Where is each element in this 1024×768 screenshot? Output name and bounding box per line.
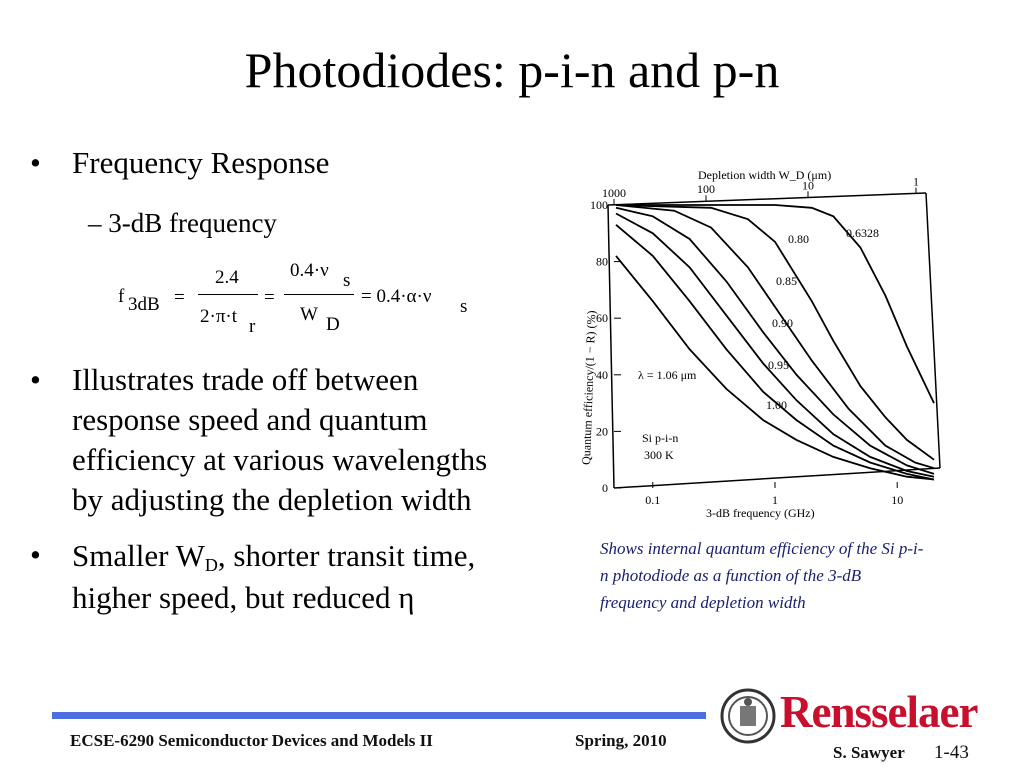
footer-rule bbox=[52, 712, 706, 719]
y-tick-label: 40 bbox=[596, 368, 608, 382]
curve-1.00 bbox=[615, 224, 935, 481]
bullet-line: by adjusting the depletion width bbox=[72, 482, 472, 517]
bullet3-subscript: D bbox=[204, 555, 218, 575]
rensselaer-wordmark: Rensselaer bbox=[780, 687, 978, 737]
curve-label: 0.85 bbox=[776, 274, 797, 288]
curve-0.85 bbox=[615, 204, 935, 470]
y-tick-label: 100 bbox=[590, 198, 608, 212]
y-axis-ticks: 0 20 40 60 80 100 bbox=[590, 198, 621, 495]
bullet-text: Smaller WD, shorter transit time, higher… bbox=[72, 535, 475, 619]
top-tick-label: 1000 bbox=[602, 186, 626, 200]
figure-caption: Shows internal quantum efficiency of the… bbox=[600, 539, 924, 612]
eq-numerator-2: 0.4·ν bbox=[290, 260, 329, 281]
curve-0.6328 bbox=[616, 204, 935, 404]
sub-bullet-text: 3-dB frequency bbox=[108, 208, 277, 238]
curve-label: 0.80 bbox=[788, 232, 809, 246]
efficiency-curves bbox=[615, 204, 935, 481]
y-tick-label: 0 bbox=[602, 481, 608, 495]
bullet-line: efficiency at various wavelengths bbox=[72, 442, 488, 477]
curve-label: 0.90 bbox=[772, 316, 793, 330]
bullet-line: response speed and quantum bbox=[72, 402, 428, 437]
annotation-lambda: λ = 1.06 μm bbox=[638, 368, 697, 382]
eq-numerator-1: 2.4 bbox=[215, 267, 239, 288]
curve-0.95 bbox=[615, 212, 935, 478]
x-tick-label: 10 bbox=[891, 493, 903, 507]
footer-author: S. Sawyer bbox=[833, 743, 905, 762]
eq-equals-1: = bbox=[174, 287, 185, 308]
eq-denominator-2: W bbox=[300, 304, 318, 325]
footer-term: Spring, 2010 bbox=[575, 731, 667, 750]
x-tick-label: 0.1 bbox=[645, 493, 660, 507]
equation-f3db: f 3dB = 2.4 2·π·t r = 0.4·ν s W D = 0.4·… bbox=[118, 256, 498, 337]
top-tick-label: 100 bbox=[697, 182, 715, 196]
curve-0.90 bbox=[615, 206, 935, 475]
bullet-line: higher speed, but reduced η bbox=[72, 580, 415, 615]
curve-1.06 bbox=[615, 255, 935, 481]
top-axis-ticks: 1000 100 10 1 bbox=[602, 175, 919, 205]
bullet-dot: • bbox=[30, 145, 41, 180]
bullet-dot: • bbox=[30, 537, 41, 572]
bullet-text: Frequency Response bbox=[72, 145, 330, 180]
curve-0.80 bbox=[615, 204, 935, 461]
top-axis-line bbox=[607, 192, 927, 206]
y-axis-label: Quantum efficiency/(1 − R) (%) bbox=[579, 310, 598, 465]
quantum-efficiency-chart: Depletion width W_D (μm) 1000 100 10 1 0204… bbox=[579, 168, 941, 520]
bullet-line: Illustrates trade off between bbox=[72, 362, 419, 397]
curve-label: 0.95 bbox=[768, 358, 789, 372]
eq-equals-2: = bbox=[264, 287, 275, 308]
y-tick-label: 20 bbox=[596, 424, 608, 438]
annotation-material: Si p-i-n bbox=[642, 431, 678, 445]
institute-seal-icon bbox=[720, 688, 776, 744]
sub-bullet-dash: – bbox=[88, 208, 102, 238]
bullet-line: Smaller WD, shorter transit time, bbox=[72, 535, 475, 577]
top-tick-label: 10 bbox=[802, 178, 814, 192]
x-axis-label: 3-dB frequency (GHz) bbox=[706, 506, 815, 520]
curve-label: 1.00 bbox=[766, 398, 787, 412]
annotation-temperature: 300 K bbox=[644, 448, 674, 462]
curve-labels: 0.6328 0.80 0.85 0.90 0.95 1.00 bbox=[766, 226, 879, 412]
bullet3-suffix: , shorter transit time, bbox=[217, 538, 476, 573]
bullet-dot: • bbox=[30, 362, 41, 397]
bullet3-prefix: Smaller W bbox=[72, 538, 205, 573]
eq-numerator-2-subscript: s bbox=[343, 270, 351, 291]
bullet-text: Illustrates trade off between response s… bbox=[72, 360, 487, 520]
x-tick-label: 1 bbox=[772, 493, 778, 507]
eq-result-subscript: s bbox=[460, 296, 468, 317]
eq-fraction-bar-1 bbox=[198, 294, 258, 295]
eq-f-subscript: 3dB bbox=[128, 294, 160, 315]
y-tick-label: 80 bbox=[596, 255, 608, 269]
page-number: 1-43 bbox=[934, 742, 969, 763]
eq-result: = 0.4·α·ν bbox=[361, 286, 432, 307]
eq-denominator-1-subscript: r bbox=[249, 316, 256, 337]
curve-label: 0.6328 bbox=[846, 226, 879, 240]
x-axis-ticks: 0.1 1 10 bbox=[645, 482, 903, 507]
sub-bullet-3db: – 3-dB frequency bbox=[88, 206, 277, 240]
eq-denominator-1: 2·π·t bbox=[200, 306, 238, 327]
top-axis-label: Depletion width W_D (μm) bbox=[698, 168, 831, 182]
footer-course: ECSE-6290 Semiconductor Devices and Mode… bbox=[70, 731, 433, 750]
eq-f: f bbox=[118, 286, 125, 307]
eq-denominator-2-subscript: D bbox=[326, 314, 340, 335]
eq-fraction-bar-2 bbox=[284, 294, 354, 295]
top-tick-label: 1 bbox=[913, 175, 919, 189]
y-tick-label: 60 bbox=[596, 311, 608, 325]
slide-title: Photodiodes: p-i-n and p-n bbox=[244, 42, 780, 98]
